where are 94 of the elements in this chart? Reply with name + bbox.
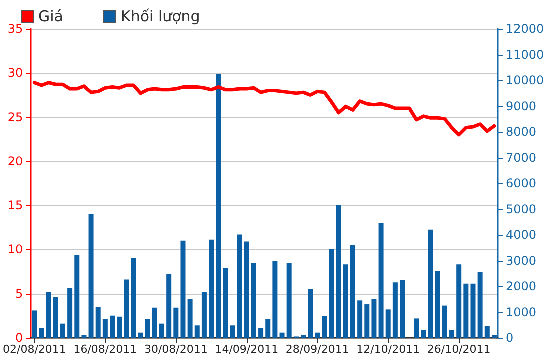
bar — [435, 271, 440, 338]
bar — [102, 319, 108, 338]
bar — [166, 274, 172, 338]
legend-label: Giá — [38, 8, 64, 26]
bar — [450, 330, 455, 338]
bar — [456, 264, 462, 338]
x-tick-label: 26/10/2011 — [427, 343, 491, 356]
x-tick-label: 30/08/2011 — [144, 343, 208, 356]
bar — [209, 240, 214, 338]
y2-tick-label: 5000 — [506, 202, 537, 216]
bar — [386, 310, 391, 338]
bar — [216, 74, 222, 338]
bar — [414, 318, 420, 338]
y-tick-label: 25 — [8, 110, 24, 124]
bar — [39, 328, 44, 338]
legend-label: Khối lượng — [120, 8, 200, 26]
bar — [68, 288, 73, 338]
bar — [131, 258, 136, 338]
bar — [96, 307, 101, 338]
bar — [46, 292, 52, 338]
bar — [280, 332, 285, 338]
bar — [329, 249, 334, 338]
bar — [237, 234, 242, 338]
y2-tick-label: 0 — [506, 331, 514, 345]
bar — [160, 324, 165, 338]
y2-tick-label: 2000 — [506, 280, 537, 294]
bar — [484, 326, 490, 338]
bar — [251, 263, 256, 338]
bar — [464, 284, 469, 338]
bar — [88, 214, 94, 338]
bar — [358, 300, 363, 338]
y2-tick-label: 12000 — [506, 22, 544, 36]
bar — [322, 316, 328, 338]
bar — [378, 223, 384, 338]
bar — [244, 242, 250, 338]
y2-tick-label: 6000 — [506, 176, 537, 190]
bar — [266, 319, 271, 338]
y-tick-label: 20 — [8, 154, 24, 168]
bar — [194, 326, 200, 338]
y2-tick-label: 7000 — [506, 150, 537, 165]
y2-tick-label: 1000 — [506, 305, 537, 320]
y-tick-label: 0 — [16, 331, 24, 345]
bar — [223, 268, 228, 338]
y2-tick-label: 10000 — [506, 74, 544, 88]
y-tick-label: 15 — [8, 198, 24, 213]
y2-tick-label: 9000 — [506, 99, 537, 114]
bar — [308, 289, 314, 338]
bar — [258, 328, 264, 338]
bar — [272, 261, 278, 338]
x-tick-label: 12/10/2011 — [356, 343, 420, 356]
bar — [202, 292, 207, 338]
bar — [478, 272, 483, 338]
x-tick-label: 16/08/2011 — [74, 343, 138, 356]
y2-tick-label: 4000 — [506, 228, 537, 242]
bar — [372, 299, 377, 338]
bar — [110, 316, 115, 338]
bar — [364, 304, 370, 338]
y2-tick-label: 3000 — [506, 254, 537, 268]
bar — [400, 280, 406, 338]
bar — [421, 330, 426, 338]
bar — [60, 324, 66, 338]
bar — [32, 310, 38, 338]
bar — [442, 306, 448, 338]
y-tick-label: 35 — [8, 22, 24, 36]
bar — [343, 264, 348, 338]
bar — [188, 299, 193, 338]
y-tick-label: 10 — [8, 242, 24, 257]
bar — [138, 332, 144, 338]
bar — [117, 316, 122, 338]
bar — [492, 335, 497, 338]
x-tick-label: 14/09/2011 — [215, 343, 279, 356]
y-tick-label: 5 — [16, 286, 24, 301]
x-tick-label: 02/08/2011 — [2, 343, 66, 356]
bar — [315, 332, 320, 338]
bar — [392, 282, 398, 338]
bar — [174, 308, 179, 338]
y-tick-label: 30 — [8, 66, 24, 80]
bar — [230, 326, 236, 338]
bar — [152, 308, 158, 338]
bar — [74, 255, 80, 338]
bar — [53, 297, 58, 338]
bar — [124, 280, 130, 338]
y2-tick-label: 8000 — [506, 125, 537, 139]
bar — [286, 263, 292, 338]
bar — [336, 205, 342, 338]
bar — [145, 319, 150, 338]
bar — [470, 284, 476, 338]
bar — [350, 245, 356, 338]
x-tick-label: 28/09/2011 — [286, 343, 350, 356]
bar — [300, 335, 306, 338]
bar — [82, 335, 87, 338]
bar — [428, 230, 434, 338]
bar — [180, 240, 186, 338]
y2-tick-label: 11000 — [506, 48, 544, 62]
